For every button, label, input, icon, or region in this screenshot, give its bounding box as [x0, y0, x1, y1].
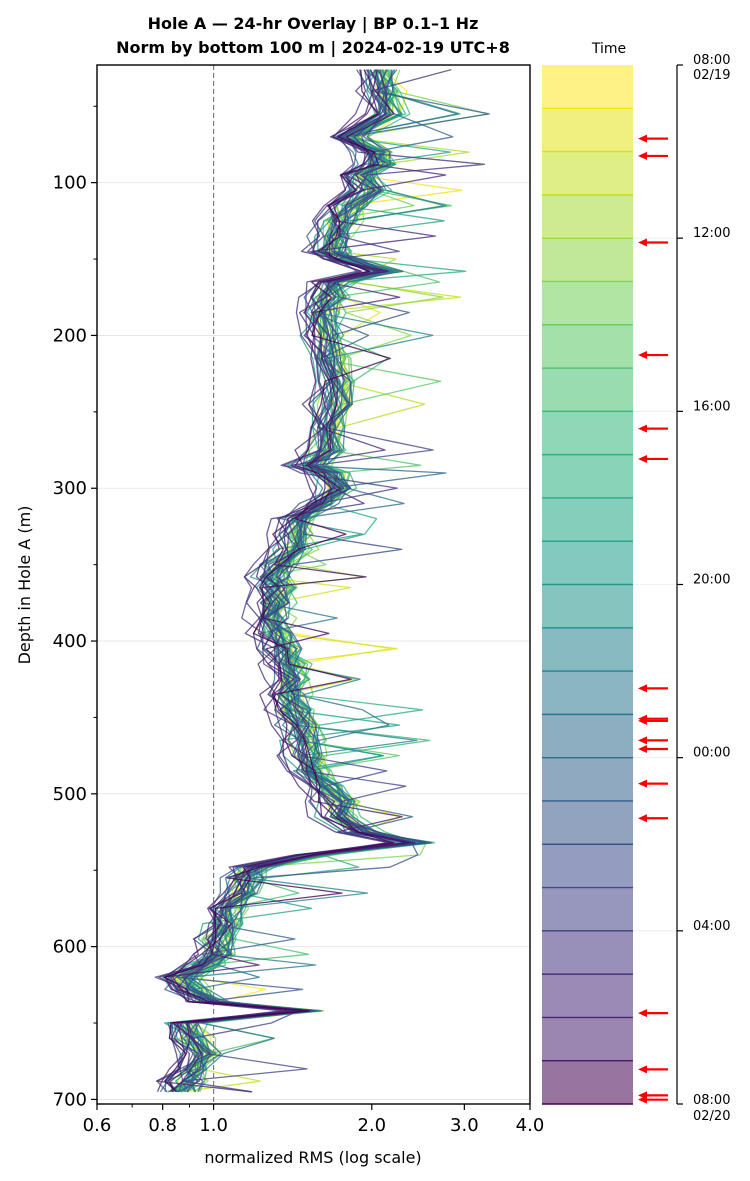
event-arrow — [638, 1095, 668, 1104]
x-tick-label: 0.8 — [148, 1115, 177, 1136]
colorbar-band — [542, 324, 633, 369]
colorbar-band — [542, 108, 633, 152]
event-arrow — [638, 745, 668, 754]
x-tick-label: 3.0 — [450, 1115, 479, 1136]
y-tick-label: 700 — [53, 1089, 87, 1110]
time-tick-label: 08:00 — [693, 1093, 730, 1108]
colorbar-band — [542, 974, 633, 1018]
colorbar-band — [542, 627, 633, 672]
event-arrow — [638, 779, 668, 788]
rms-profile-line — [164, 68, 486, 1093]
event-arrow — [638, 424, 668, 433]
event-arrow — [638, 238, 668, 247]
rms-profile-line — [163, 69, 394, 1093]
colorbar-band — [542, 714, 633, 758]
y-tick-label: 300 — [53, 478, 87, 499]
colorbar-band — [542, 454, 633, 498]
rms-profile-line — [168, 69, 445, 1093]
grid-lines — [97, 182, 530, 1100]
time-tick-label: 00:00 — [693, 746, 730, 761]
chart-title-line1: Hole A — 24-hr Overlay | BP 0.1–1 Hz — [148, 14, 479, 34]
colorbar-band — [542, 497, 633, 542]
time-tick-label: 04:00 — [693, 919, 730, 934]
colorbar-band — [542, 281, 633, 325]
rms-profile-line — [171, 69, 428, 1092]
colorbar-band — [542, 151, 633, 195]
time-tick-label: 20:00 — [693, 573, 730, 588]
colorbar-band — [542, 238, 633, 282]
event-arrow — [638, 454, 668, 463]
rms-profile-line — [180, 69, 432, 1093]
colorbar-band — [542, 887, 633, 931]
event-arrow — [638, 134, 668, 143]
rms-profile-line — [177, 69, 410, 1093]
chart-title: Hole A — 24-hr Overlay | BP 0.1–1 Hz Nor… — [116, 14, 510, 58]
rms-profile-line — [179, 69, 413, 1093]
time-tick-date: 02/19 — [693, 68, 730, 83]
event-arrow — [638, 1009, 668, 1018]
rms-profiles — [154, 68, 490, 1093]
colorbar-band — [542, 411, 633, 455]
time-tick-label: 16:00 — [693, 399, 730, 414]
y-tick-label: 500 — [53, 784, 87, 805]
y-tick-label: 400 — [53, 631, 87, 652]
rms-profile-line — [155, 69, 389, 1093]
x-tick-label: 0.6 — [83, 1115, 112, 1136]
time-tick-date: 02/20 — [693, 1109, 730, 1124]
x-axis-label: normalized RMS (log scale) — [204, 1148, 421, 1167]
x-axis-ticks: 0.6 0.8 1.0 2.0 3.0 4.0 — [83, 1104, 545, 1136]
colorbar-band — [542, 194, 633, 239]
y-tick-label: 200 — [53, 325, 87, 346]
time-tick-label: 08:00 — [693, 53, 730, 68]
colorbar-band — [542, 1017, 633, 1061]
colorbar-band — [542, 671, 633, 715]
y-axis-ticks: 100 200 300 400 500 600 700 — [53, 105, 97, 1110]
colorbar-header: Time — [591, 41, 626, 57]
y-tick-label: 600 — [53, 937, 87, 958]
chart-title-line2: Norm by bottom 100 m | 2024-02-19 UTC+8 — [116, 38, 510, 58]
y-axis-label: Depth in Hole A (m) — [15, 506, 34, 665]
time-tick-label: 12:00 — [693, 226, 730, 241]
y-tick-label: 100 — [53, 173, 87, 194]
event-arrow — [638, 151, 668, 160]
colorbar-band — [542, 757, 633, 801]
colorbar-axis: 08:0002/1912:0016:0020:0000:0004:0008:00… — [676, 53, 730, 1124]
event-arrow — [638, 1065, 668, 1074]
rms-profile-line — [178, 69, 434, 1093]
colorbar-band — [542, 368, 633, 412]
event-arrow — [638, 736, 668, 745]
event-arrows — [638, 134, 668, 1104]
rms-profile-line — [167, 69, 409, 1093]
colorbar-band — [542, 65, 633, 109]
x-tick-label: 2.0 — [357, 1115, 386, 1136]
colorbar-band — [542, 584, 633, 628]
colorbar-band — [542, 800, 633, 845]
event-arrow — [638, 684, 668, 693]
colorbar-band — [542, 844, 633, 888]
time-colorbar — [542, 65, 677, 1105]
colorbar-band — [542, 930, 633, 975]
x-tick-label: 1.0 — [199, 1115, 228, 1136]
x-tick-label: 4.0 — [516, 1115, 545, 1136]
event-arrow — [638, 716, 668, 725]
colorbar-band — [542, 1060, 633, 1104]
event-arrow — [638, 351, 668, 360]
plot-frame — [96, 64, 531, 1105]
colorbar-band — [542, 541, 633, 585]
event-arrow — [638, 814, 668, 823]
